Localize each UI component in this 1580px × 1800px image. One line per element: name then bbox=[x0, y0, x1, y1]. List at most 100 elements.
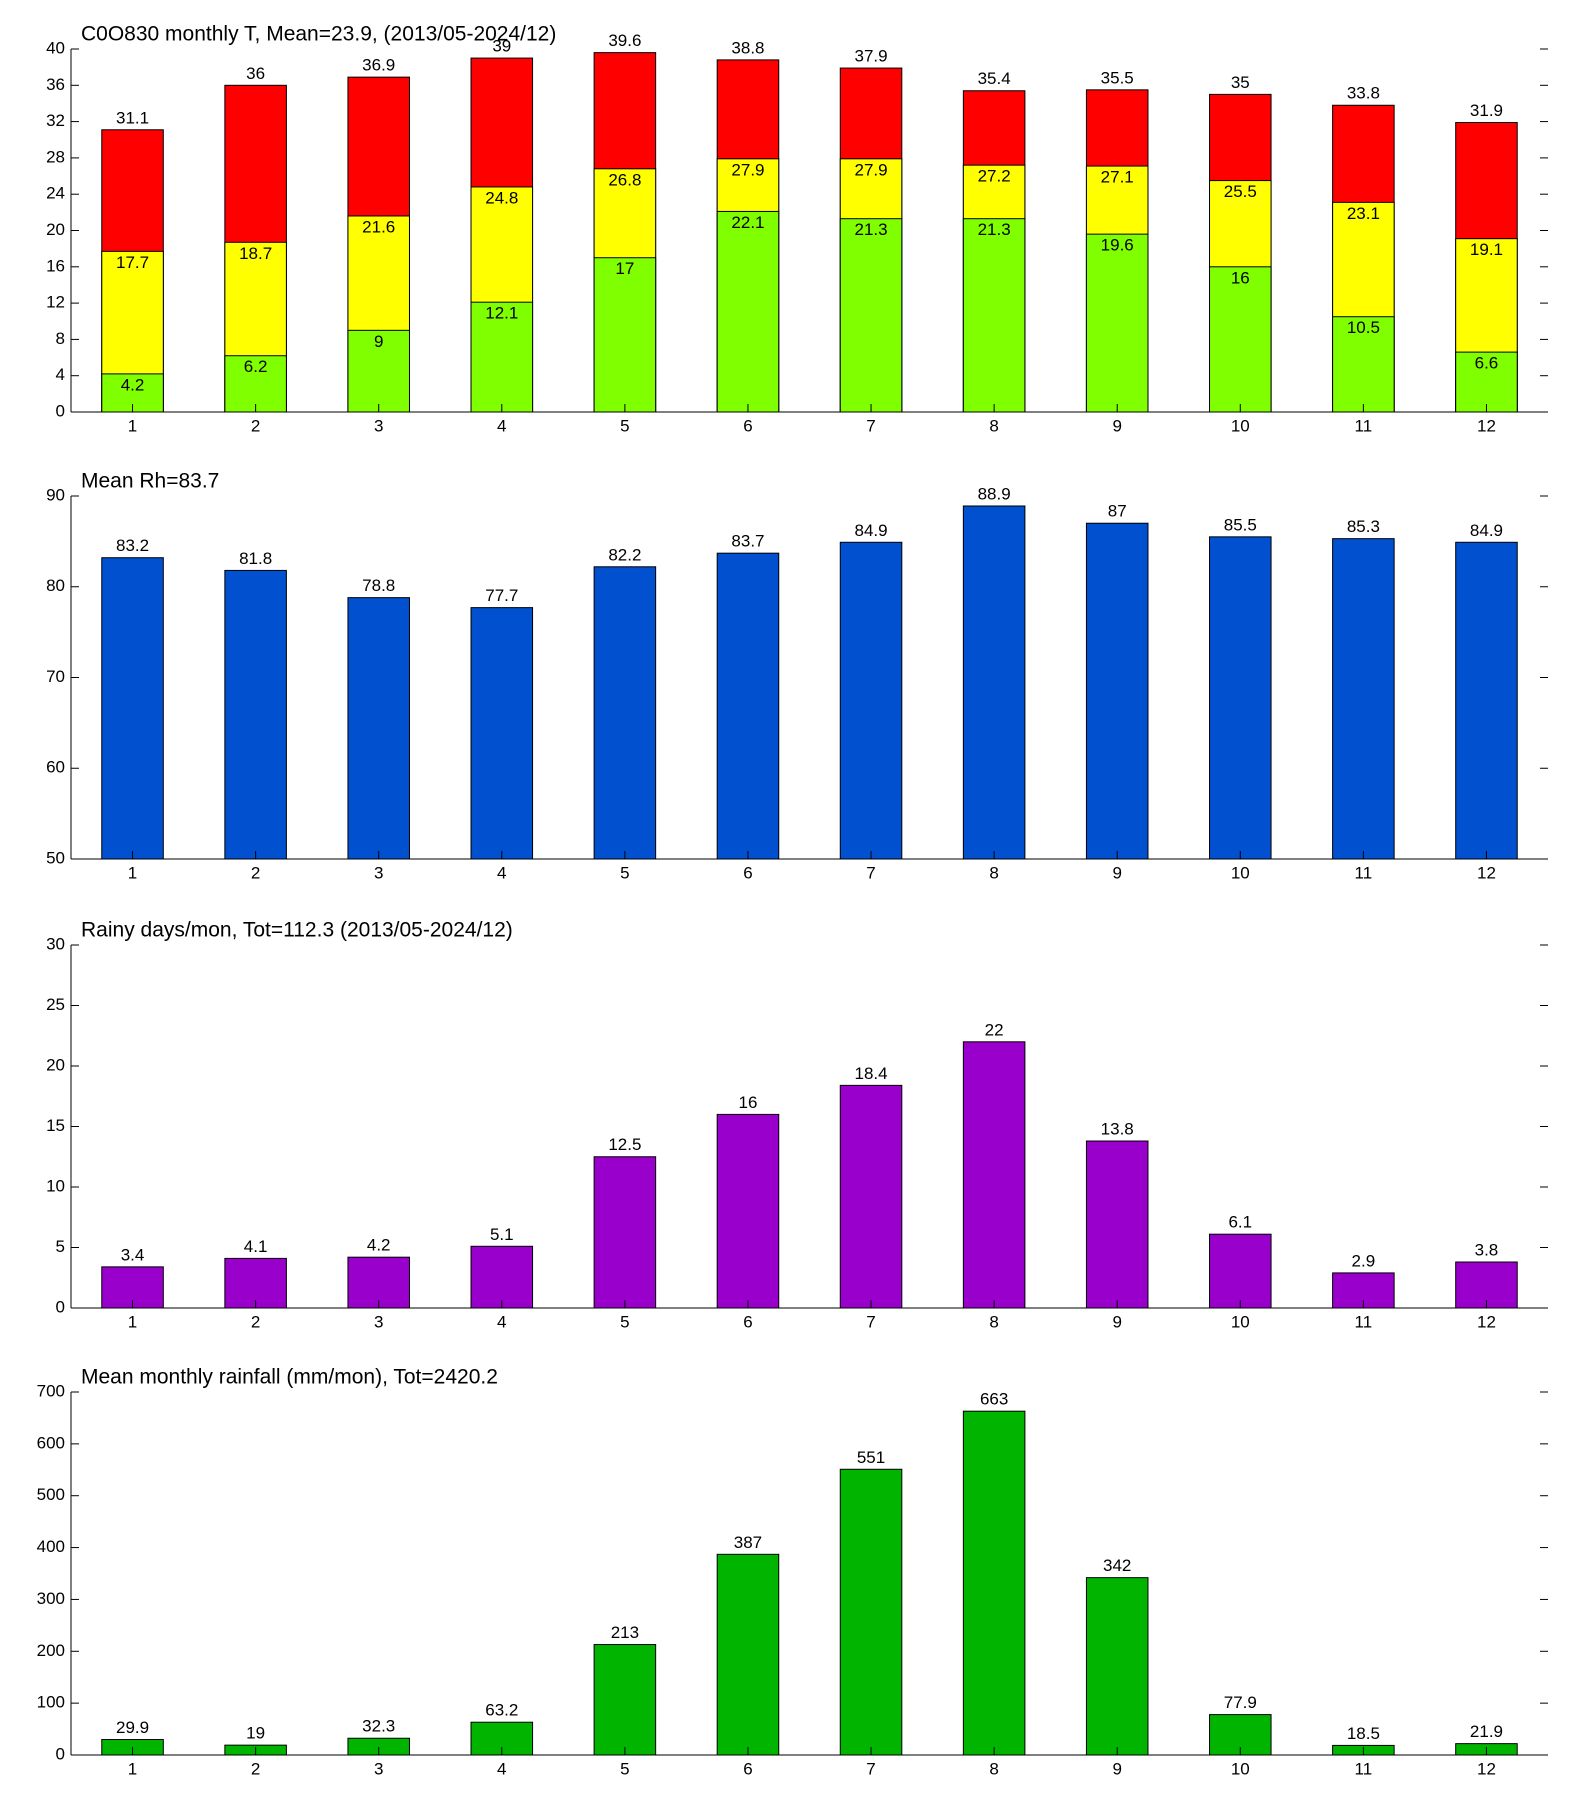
y-tick-label: 30 bbox=[46, 934, 65, 953]
x-tick-label: 4 bbox=[497, 1312, 506, 1331]
x-tick-label: 7 bbox=[866, 1759, 875, 1778]
bar bbox=[1209, 266, 1272, 413]
x-tick-label: 9 bbox=[1112, 1312, 1121, 1331]
y-tick-label: 0 bbox=[56, 1744, 65, 1763]
value-label: 9 bbox=[374, 332, 383, 351]
bar bbox=[1085, 522, 1149, 860]
value-label: 84.9 bbox=[854, 521, 887, 540]
value-label: 17.7 bbox=[116, 253, 149, 272]
y-tick-label: 20 bbox=[46, 220, 65, 239]
x-tick-label: 8 bbox=[989, 416, 998, 435]
y-tick-label: 100 bbox=[37, 1693, 65, 1712]
x-tick-label: 8 bbox=[989, 1312, 998, 1331]
x-tick-label: 3 bbox=[374, 416, 383, 435]
x-tick-label: 9 bbox=[1112, 416, 1121, 435]
y-tick-label: 200 bbox=[37, 1641, 65, 1660]
value-label: 35.4 bbox=[978, 69, 1011, 88]
value-label: 4.2 bbox=[367, 1236, 391, 1255]
x-tick-label: 12 bbox=[1477, 863, 1496, 882]
value-label: 82.2 bbox=[608, 545, 641, 564]
value-label: 18.5 bbox=[1347, 1724, 1380, 1743]
x-tick-label: 10 bbox=[1231, 863, 1250, 882]
bar bbox=[347, 597, 410, 860]
y-tick-label: 24 bbox=[46, 184, 65, 203]
x-tick-label: 3 bbox=[374, 1312, 383, 1331]
x-tick-label: 11 bbox=[1355, 1312, 1373, 1331]
bar bbox=[839, 541, 903, 860]
value-label: 26.8 bbox=[608, 170, 641, 189]
bar bbox=[716, 1553, 780, 1756]
value-label: 19 bbox=[246, 1724, 265, 1743]
value-label: 31.9 bbox=[1470, 101, 1503, 120]
value-label: 88.9 bbox=[978, 484, 1011, 503]
x-tick-label: 2 bbox=[251, 863, 260, 882]
bar bbox=[593, 1644, 657, 1756]
value-label: 77.9 bbox=[1224, 1693, 1257, 1712]
value-label: 77.7 bbox=[485, 586, 518, 605]
x-tick-label: 1 bbox=[128, 1759, 137, 1778]
y-tick-label: 60 bbox=[46, 758, 65, 777]
x-tick-label: 9 bbox=[1112, 1759, 1121, 1778]
value-label: 19.1 bbox=[1470, 240, 1503, 259]
value-label: 3.4 bbox=[121, 1245, 145, 1264]
value-label: 36 bbox=[246, 64, 265, 83]
value-label: 663 bbox=[980, 1390, 1008, 1409]
y-tick-label: 5 bbox=[56, 1237, 65, 1256]
value-label: 387 bbox=[734, 1533, 762, 1552]
value-label: 84.9 bbox=[1470, 521, 1503, 540]
value-label: 2.9 bbox=[1352, 1251, 1376, 1270]
chart-title: Mean monthly rainfall (mm/mon), Tot=2420… bbox=[81, 1366, 498, 1389]
y-tick-label: 0 bbox=[56, 1297, 65, 1316]
y-tick-label: 300 bbox=[37, 1589, 65, 1608]
value-label: 32.3 bbox=[362, 1717, 395, 1736]
value-label: 38.8 bbox=[731, 38, 764, 57]
value-label: 5.1 bbox=[490, 1225, 514, 1244]
x-tick-label: 11 bbox=[1355, 1759, 1373, 1778]
x-tick-label: 5 bbox=[620, 1312, 629, 1331]
value-label: 35.5 bbox=[1101, 68, 1134, 87]
x-tick-label: 2 bbox=[251, 1312, 260, 1331]
value-label: 85.5 bbox=[1224, 515, 1257, 534]
value-label: 33.8 bbox=[1347, 84, 1380, 103]
bar bbox=[1209, 536, 1272, 860]
bar bbox=[962, 218, 1026, 413]
x-tick-label: 2 bbox=[251, 1759, 260, 1778]
value-label: 35 bbox=[1231, 73, 1250, 92]
value-label: 39.6 bbox=[608, 31, 641, 50]
bar bbox=[1332, 316, 1395, 413]
y-tick-label: 400 bbox=[37, 1537, 65, 1556]
value-label: 21.9 bbox=[1470, 1722, 1503, 1741]
value-label: 4.2 bbox=[121, 375, 145, 394]
value-label: 29.9 bbox=[116, 1718, 149, 1737]
bar bbox=[593, 257, 657, 413]
bar bbox=[716, 1113, 780, 1309]
value-label: 21.3 bbox=[978, 220, 1011, 239]
bar bbox=[962, 1410, 1026, 1756]
value-label: 83.2 bbox=[116, 536, 149, 555]
x-tick-label: 2 bbox=[251, 416, 260, 435]
value-label: 37.9 bbox=[854, 47, 887, 66]
bar bbox=[716, 210, 780, 413]
y-tick-label: 25 bbox=[46, 995, 65, 1014]
x-tick-label: 3 bbox=[374, 1759, 383, 1778]
x-tick-label: 4 bbox=[497, 1759, 506, 1778]
value-label: 22.1 bbox=[731, 213, 764, 232]
bar bbox=[839, 1468, 903, 1756]
bar bbox=[962, 505, 1026, 860]
chart-title: Mean Rh=83.7 bbox=[81, 470, 219, 493]
y-tick-label: 90 bbox=[46, 485, 65, 504]
bar bbox=[1332, 538, 1395, 860]
x-tick-label: 5 bbox=[620, 1759, 629, 1778]
x-tick-label: 8 bbox=[989, 1759, 998, 1778]
bar bbox=[470, 607, 534, 860]
y-tick-label: 80 bbox=[46, 576, 65, 595]
bar bbox=[101, 557, 164, 860]
bar bbox=[224, 569, 287, 860]
value-label: 31.1 bbox=[116, 108, 149, 127]
x-tick-label: 12 bbox=[1477, 1312, 1496, 1331]
y-tick-label: 16 bbox=[46, 256, 65, 275]
y-tick-label: 0 bbox=[56, 401, 65, 420]
x-tick-label: 1 bbox=[128, 1312, 137, 1331]
value-label: 27.9 bbox=[731, 160, 764, 179]
y-tick-label: 70 bbox=[46, 667, 65, 686]
